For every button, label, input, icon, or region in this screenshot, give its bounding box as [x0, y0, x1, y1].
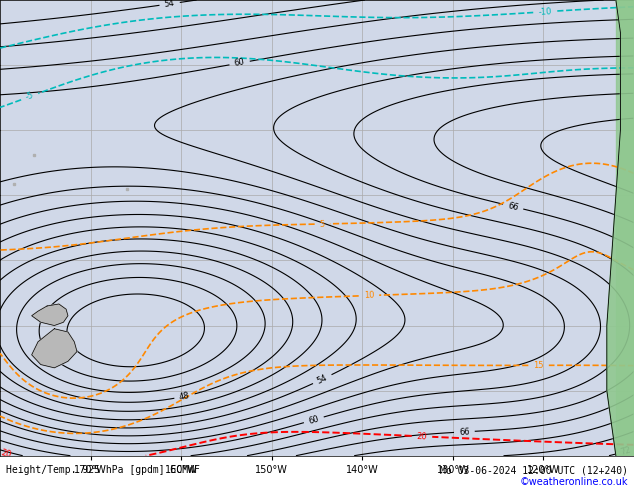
Text: -5: -5 [24, 91, 35, 102]
Text: 54: 54 [164, 0, 176, 9]
Text: -10: -10 [538, 7, 552, 17]
Text: 10: 10 [363, 291, 374, 300]
Text: 20: 20 [417, 432, 427, 441]
Text: 60: 60 [233, 58, 245, 69]
Text: ©weatheronline.co.uk: ©weatheronline.co.uk [519, 477, 628, 487]
Text: 60: 60 [307, 414, 320, 426]
Text: 66: 66 [507, 201, 519, 212]
Text: 20: 20 [0, 448, 13, 460]
Text: 48: 48 [178, 391, 191, 402]
Text: 54: 54 [316, 373, 329, 386]
Text: 72: 72 [619, 445, 633, 457]
Text: 66: 66 [459, 427, 470, 437]
Text: 5: 5 [320, 220, 325, 228]
Text: Height/Temp. 925 hPa [gpdm] ECMWF: Height/Temp. 925 hPa [gpdm] ECMWF [6, 466, 200, 475]
Polygon shape [32, 329, 77, 368]
Text: 15: 15 [533, 361, 544, 370]
Polygon shape [607, 0, 634, 456]
Text: Mo 03-06-2024 12:00 UTC (12+240): Mo 03-06-2024 12:00 UTC (12+240) [439, 466, 628, 475]
Polygon shape [616, 0, 634, 456]
Polygon shape [32, 304, 68, 325]
